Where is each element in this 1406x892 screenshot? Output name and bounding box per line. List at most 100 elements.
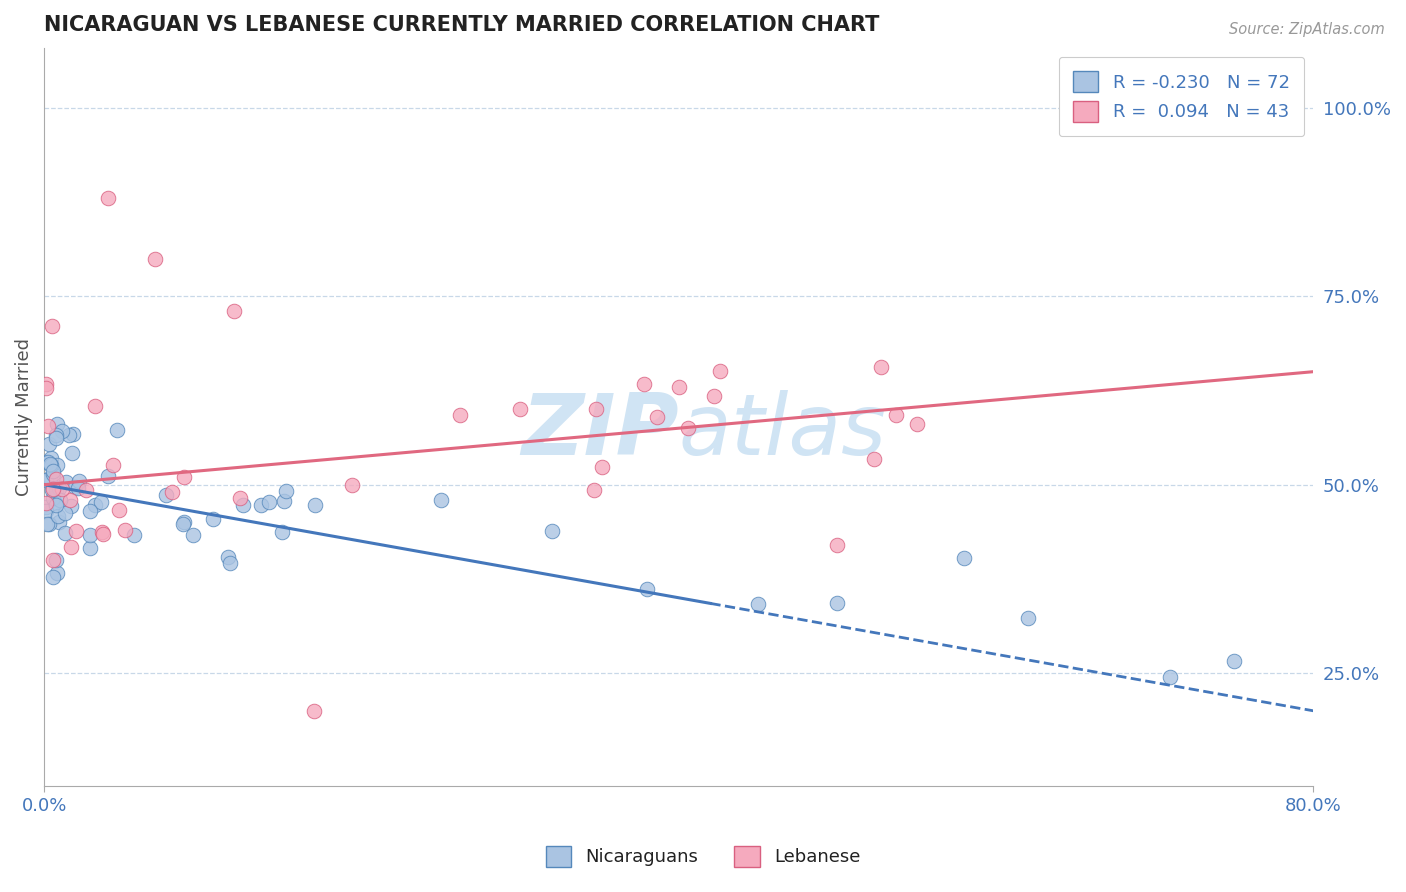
Point [46,508,69,523]
Point [219,556,242,570]
Legend: R = -0.230   N = 72, R =  0.094   N = 43: R = -0.230 N = 72, R = 0.094 N = 43 [1059,57,1305,136]
Point [97,191,120,205]
Point [114,523,136,537]
Point [60,446,83,460]
Point [42,570,65,584]
Point [59,541,82,555]
Point [583,483,606,498]
Point [1160,670,1182,684]
Point [62,427,84,442]
Point [827,538,849,552]
Point [38,516,60,531]
Point [668,380,690,394]
Point [678,421,700,435]
Point [39,471,62,485]
Point [509,402,531,417]
Point [55,475,77,490]
Point [35,455,58,469]
Point [97,468,120,483]
Point [46,458,69,473]
Legend: Nicaraguans, Lebanese: Nicaraguans, Lebanese [538,838,868,874]
Point [63,480,86,494]
Y-axis label: Currently Married: Currently Married [15,338,32,496]
Point [42,464,65,478]
Point [449,408,471,422]
Point [45,427,67,442]
Point [41,318,63,333]
Point [44,496,66,510]
Point [645,410,668,425]
Point [79,504,101,518]
Point [709,364,731,378]
Point [53,506,76,520]
Point [302,704,325,718]
Point [66,481,89,495]
Point [101,458,124,472]
Point [905,417,928,432]
Point [48,482,70,496]
Point [304,498,326,512]
Point [202,512,225,526]
Point [42,482,65,496]
Point [633,376,655,391]
Point [249,498,271,512]
Point [39,451,62,466]
Point [162,485,184,500]
Point [48,515,70,529]
Point [53,525,76,540]
Point [1017,610,1039,624]
Point [67,474,90,488]
Point [273,493,295,508]
Point [257,495,280,509]
Point [46,417,69,431]
Point [35,381,58,395]
Point [37,419,59,434]
Point [747,597,769,611]
Point [37,455,59,469]
Point [45,483,67,497]
Point [276,483,298,498]
Point [229,491,252,506]
Point [540,524,562,538]
Text: atlas: atlas [679,390,887,473]
Point [46,566,69,580]
Point [39,457,62,471]
Point [90,525,112,540]
Point [703,388,725,402]
Point [39,458,62,473]
Point [51,424,73,438]
Point [173,469,195,483]
Point [224,304,246,318]
Point [79,541,101,555]
Point [35,496,58,510]
Point [41,483,63,497]
Point [79,528,101,542]
Point [636,582,658,596]
Point [340,477,363,491]
Point [271,524,294,539]
Point [45,472,67,486]
Point [143,252,166,266]
Point [232,498,254,512]
Point [183,528,205,542]
Point [38,437,60,451]
Point [35,376,58,391]
Point [124,527,146,541]
Point [42,553,65,567]
Text: Source: ZipAtlas.com: Source: ZipAtlas.com [1229,22,1385,37]
Point [173,515,195,529]
Text: NICARAGUAN VS LEBANESE CURRENTLY MARRIED CORRELATION CHART: NICARAGUAN VS LEBANESE CURRENTLY MARRIED… [44,15,880,35]
Point [827,596,849,610]
Point [35,473,58,487]
Point [75,483,97,497]
Point [870,359,893,374]
Point [107,503,129,517]
Point [1223,654,1246,668]
Point [45,498,67,512]
Point [58,493,80,508]
Text: ZIP: ZIP [522,390,679,473]
Point [953,551,976,566]
Point [105,423,128,437]
Point [155,487,177,501]
Point [65,524,87,539]
